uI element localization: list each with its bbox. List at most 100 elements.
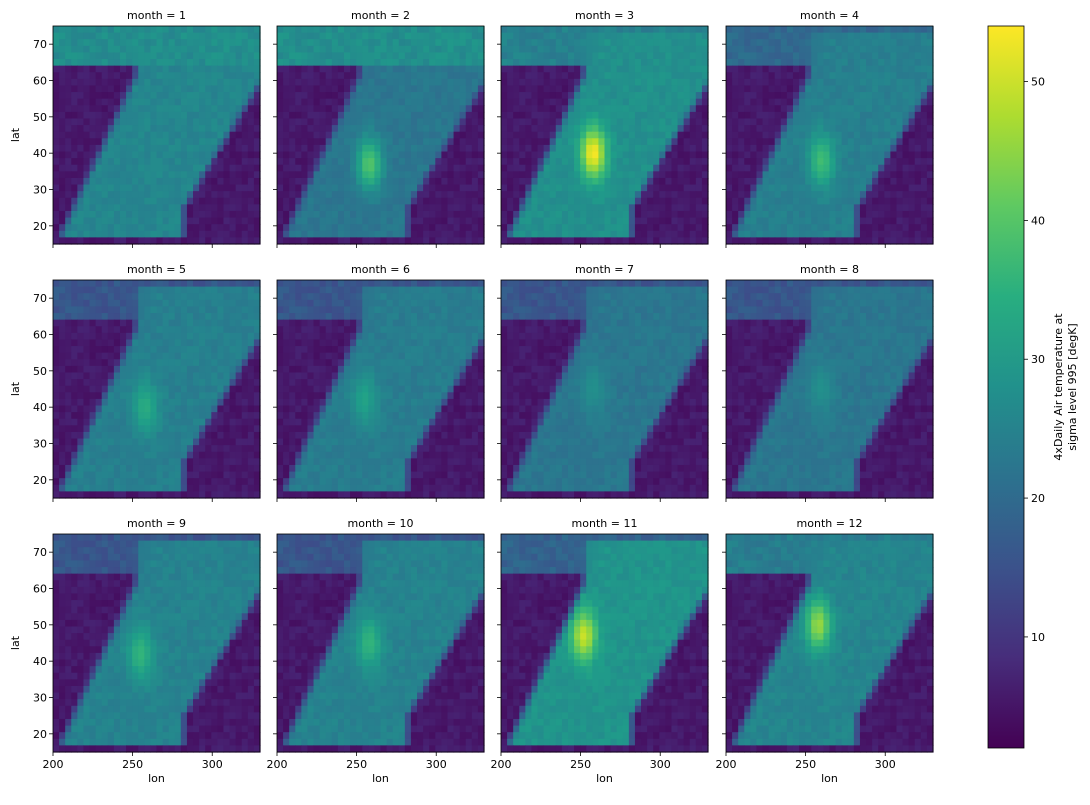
heatmap-cell — [732, 158, 739, 165]
heatmap-cell — [77, 165, 84, 172]
heatmap-cell — [763, 185, 770, 192]
heatmap-cell — [77, 33, 84, 40]
heatmap-cell — [460, 171, 467, 178]
heatmap-cell — [671, 105, 678, 112]
heatmap-cell — [550, 99, 557, 106]
heatmap-cell — [562, 92, 569, 99]
heatmap-cell — [362, 39, 369, 46]
heatmap-cell — [314, 218, 321, 225]
heatmap-cell — [890, 118, 897, 125]
heatmap-cell — [653, 99, 660, 106]
heatmap-cell — [896, 59, 903, 66]
heatmap-cell — [525, 26, 532, 33]
heatmap-cell — [817, 92, 824, 99]
heatmap-cell — [90, 33, 97, 40]
heatmap-cell — [472, 138, 479, 145]
heatmap-cell — [236, 353, 243, 360]
heatmap-cell — [374, 152, 381, 159]
heatmap-cell — [647, 191, 654, 198]
heatmap-cell — [289, 52, 296, 59]
heatmap-cell — [114, 171, 121, 178]
heatmap-cell — [659, 79, 666, 86]
heatmap-cell — [90, 287, 97, 294]
heatmap-cell — [362, 72, 369, 79]
heatmap-cell — [684, 85, 691, 92]
heatmap-cell — [478, 158, 485, 165]
heatmap-cell — [647, 85, 654, 92]
heatmap-cell — [83, 46, 90, 53]
heatmap-cell — [126, 52, 133, 59]
heatmap-cell — [211, 198, 218, 205]
heatmap-cell — [374, 59, 381, 66]
heatmap-cell — [702, 198, 709, 205]
heatmap-cell — [823, 138, 830, 145]
heatmap-cell — [501, 46, 508, 53]
heatmap-cell — [223, 39, 230, 46]
heatmap-cell — [169, 152, 176, 159]
heatmap-cell — [544, 185, 551, 192]
heatmap-cell — [665, 191, 672, 198]
heatmap-cell — [126, 138, 133, 145]
heatmap-cell — [562, 152, 569, 159]
heatmap-cell — [659, 218, 666, 225]
heatmap-cell — [71, 320, 78, 327]
heatmap-cell — [842, 178, 849, 185]
heatmap-cell — [193, 346, 200, 353]
heatmap-cell — [890, 46, 897, 53]
heatmap-cell — [544, 198, 551, 205]
heatmap-cell — [132, 178, 139, 185]
heatmap-cell — [77, 59, 84, 66]
heatmap-cell — [277, 152, 284, 159]
heatmap-cell — [903, 198, 910, 205]
heatmap-cell — [187, 138, 194, 145]
heatmap-cell — [53, 333, 60, 340]
heatmap-cell — [732, 125, 739, 132]
heatmap-cell — [580, 191, 587, 198]
heatmap-cell — [102, 353, 109, 360]
heatmap-cell — [884, 165, 891, 172]
heatmap-cell — [181, 125, 188, 132]
heatmap-cell — [830, 224, 837, 231]
heatmap-cell — [90, 320, 97, 327]
heatmap-cell — [283, 224, 290, 231]
heatmap-cell — [823, 224, 830, 231]
heatmap-cell — [163, 333, 170, 340]
heatmap-cell — [387, 218, 394, 225]
heatmap-cell — [678, 52, 685, 59]
heatmap-cell — [169, 46, 176, 53]
heatmap-cell — [805, 237, 812, 244]
heatmap-cell — [635, 132, 642, 139]
heatmap-cell — [193, 152, 200, 159]
heatmap-cell — [356, 26, 363, 33]
heatmap-cell — [769, 39, 776, 46]
heatmap-cell — [230, 300, 237, 307]
heatmap-cell — [598, 165, 605, 172]
heatmap-cell — [289, 99, 296, 106]
heatmap-cell — [150, 320, 157, 327]
heatmap-cell — [332, 99, 339, 106]
heatmap-cell — [344, 72, 351, 79]
heatmap-cell — [915, 72, 922, 79]
heatmap-cell — [903, 178, 910, 185]
heatmap-cell — [362, 26, 369, 33]
heatmap-cell — [332, 178, 339, 185]
heatmap-cell — [860, 152, 867, 159]
heatmap-cell — [114, 66, 121, 73]
heatmap-cell — [842, 224, 849, 231]
heatmap-cell — [781, 204, 788, 211]
heatmap-cell — [223, 125, 230, 132]
heatmap-cell — [332, 125, 339, 132]
heatmap-cell — [823, 99, 830, 106]
heatmap-cell — [659, 178, 666, 185]
heatmap-cell — [435, 39, 442, 46]
heatmap-cell — [132, 158, 139, 165]
heatmap-cell — [617, 138, 624, 145]
heatmap-cell — [921, 125, 928, 132]
heatmap-cell — [466, 132, 473, 139]
heatmap-cell — [423, 125, 430, 132]
heatmap-cell — [769, 79, 776, 86]
heatmap-cell — [927, 178, 934, 185]
heatmap-cell — [96, 66, 103, 73]
heatmap-cell — [230, 118, 237, 125]
heatmap-cell — [805, 165, 812, 172]
